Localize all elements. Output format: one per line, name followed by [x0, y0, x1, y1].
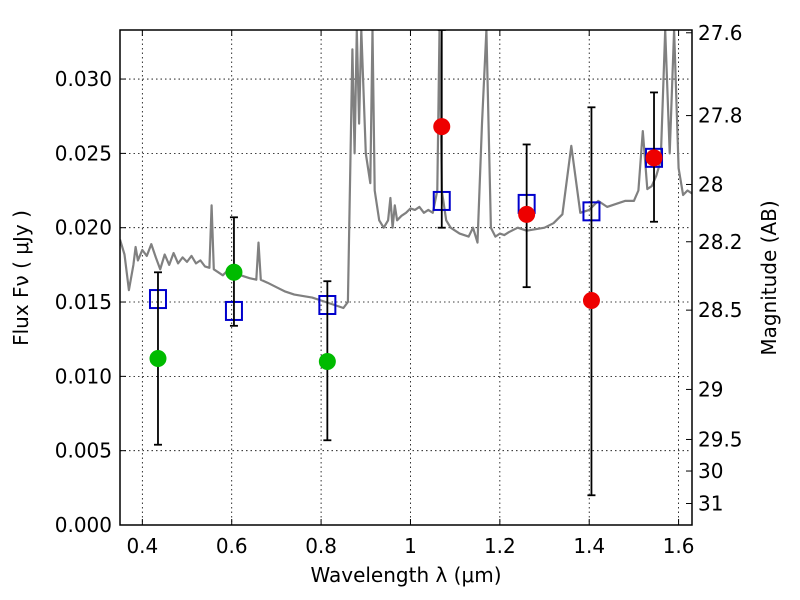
- x-tick-label: 1: [404, 534, 417, 558]
- plot-area: [120, 30, 692, 497]
- mag-tick-label: 29: [698, 377, 723, 401]
- mag-tick-label: 27.8: [698, 104, 743, 128]
- observed-flux-point: [433, 118, 451, 136]
- y-tick-label: 0.010: [55, 364, 112, 388]
- grid-lines: [120, 30, 692, 525]
- y-tick-label: 0.005: [55, 439, 112, 463]
- mag-tick-label: 28.2: [698, 230, 743, 254]
- mag-tick-label: 30: [698, 459, 723, 483]
- mag-tick-label: 29.5: [698, 427, 743, 451]
- x-tick-label: 1.6: [663, 534, 695, 558]
- observed-flux-point: [518, 205, 536, 223]
- x-tick-label: 0.8: [305, 534, 337, 558]
- y-tick-label: 0.025: [55, 141, 112, 165]
- x-axis: 0.4 0.6 0.8 1 1.2 1.4 1.6: [126, 30, 695, 558]
- x-tick-label: 0.6: [216, 534, 248, 558]
- y-tick-label: 0.020: [55, 216, 112, 240]
- y-axis-right-title: Magnitude (AB): [757, 200, 781, 355]
- mag-tick-label: 27.6: [698, 21, 743, 45]
- x-tick-label: 0.4: [126, 534, 158, 558]
- y-tick-label: 0.015: [55, 290, 112, 314]
- x-axis-title: Wavelength λ (μm): [310, 563, 501, 587]
- y-axis-right: 27.6 27.8 28 28.2 28.5 29 29.5 30 31: [686, 21, 743, 516]
- observed-flux-point: [225, 263, 243, 281]
- mag-tick-label: 31: [698, 492, 723, 516]
- y-tick-label: 0.000: [55, 513, 112, 537]
- observed-flux-point: [149, 350, 167, 368]
- observed-flux-point: [582, 292, 600, 310]
- x-tick-label: 1.2: [484, 534, 516, 558]
- y-axis-left: 0.000 0.005 0.010 0.015 0.020 0.025 0.030: [55, 67, 126, 537]
- observed-flux-point: [318, 352, 336, 370]
- observed-flux-point: [645, 149, 663, 167]
- mag-tick-label: 28.5: [698, 298, 743, 322]
- y-axis-left-title: Flux Fν ( μJy ): [9, 210, 33, 346]
- mag-tick-label: 28: [698, 172, 723, 196]
- y-tick-label: 0.030: [55, 67, 112, 91]
- spectrum-line: [120, 30, 692, 310]
- plot-frame: [119, 29, 693, 526]
- x-tick-label: 1.4: [573, 534, 605, 558]
